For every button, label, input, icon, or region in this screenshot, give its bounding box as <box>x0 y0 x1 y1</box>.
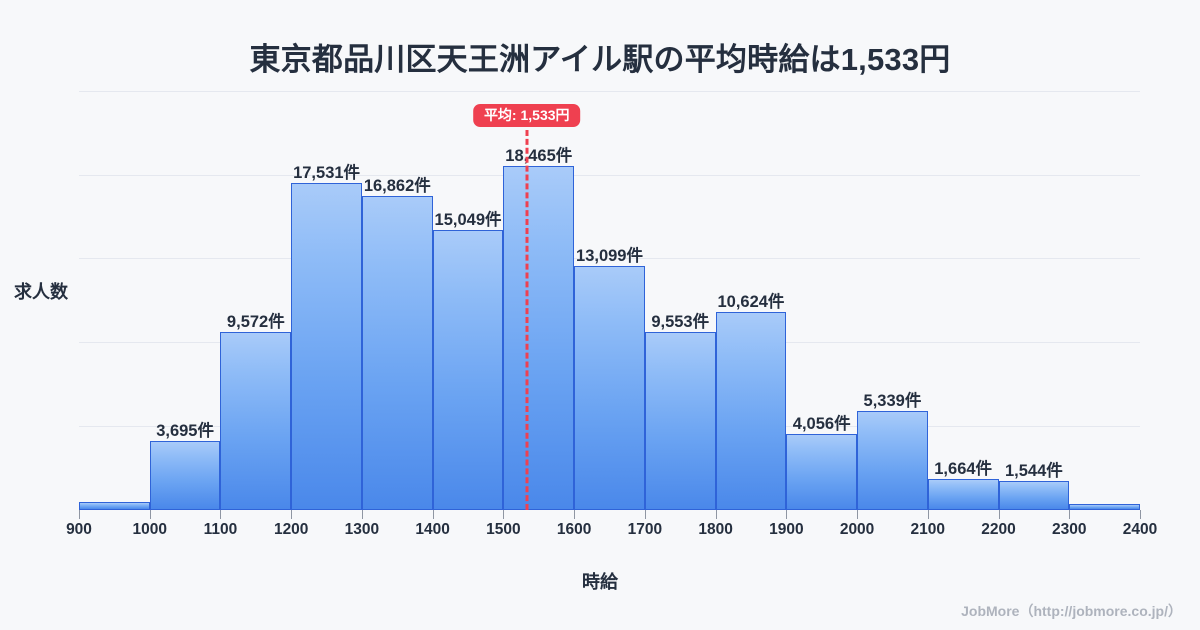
x-axis-tick-label: 1000 <box>132 521 167 538</box>
x-axis-tick-label: 1500 <box>486 521 521 538</box>
x-axis-tick-label: 1700 <box>627 521 663 538</box>
histogram-bar[interactable] <box>786 434 858 510</box>
histogram-bar[interactable] <box>361 195 433 510</box>
x-axis-tick <box>998 510 1000 519</box>
x-axis-tick <box>644 510 646 519</box>
bar-value-label: 4,056件 <box>792 415 851 434</box>
x-axis-tick-label: 2300 <box>1052 521 1087 538</box>
x-axis-tick <box>149 510 151 519</box>
bar-value-label: 15,049件 <box>434 210 502 229</box>
x-axis-title: 時給 <box>582 572 618 592</box>
gridline <box>79 258 1140 260</box>
bar-value-label: 9,572件 <box>226 312 285 331</box>
x-axis-tick <box>79 510 80 519</box>
histogram-bar[interactable] <box>998 481 1070 510</box>
plot-area: 3,695件 9,572件 17,531件 16,862件 15,049件 18,465件… <box>79 90 1140 510</box>
histogram-bar[interactable] <box>149 441 221 510</box>
x-axis-tick-label: 1600 <box>556 521 592 538</box>
x-axis-tick <box>220 510 222 519</box>
bar-value-label: 16,862件 <box>363 176 431 195</box>
x-axis-tick <box>927 510 929 519</box>
histogram-bar[interactable] <box>220 331 292 510</box>
x-axis-tick-label: 2200 <box>981 521 1016 538</box>
x-axis-tick-label: 1300 <box>344 521 380 538</box>
bar-value-label: 18,465件 <box>505 146 573 165</box>
histogram-bar[interactable] <box>574 265 645 510</box>
x-axis-tick <box>432 510 434 519</box>
x-axis-tick-label: 1800 <box>698 521 733 538</box>
bar-value-label: 10,624件 <box>717 293 785 311</box>
x-axis-tick-label: 1400 <box>415 521 450 538</box>
x-axis-tick-label: 1200 <box>273 521 309 538</box>
histogram-bar[interactable] <box>432 229 504 510</box>
x-axis-tick <box>1069 510 1071 519</box>
x-axis-tick-label: 1100 <box>203 521 238 538</box>
footer-attribution: JobMore（http://jobmore.co.jp/） <box>961 603 1182 619</box>
x-axis-tick <box>574 510 576 519</box>
histogram-bar[interactable] <box>644 331 716 510</box>
gridline <box>79 174 1140 176</box>
histogram-bar[interactable] <box>79 502 150 510</box>
bar-value-label: 17,531件 <box>293 164 361 183</box>
x-axis-tick-label: 900 <box>66 521 92 538</box>
bar-value-label: 5,339件 <box>863 391 922 410</box>
histogram-bar[interactable] <box>291 183 362 510</box>
y-axis-title: 求人数 <box>14 282 68 302</box>
x-axis-tick <box>503 510 505 519</box>
bar-value-label: 1,664件 <box>934 459 993 478</box>
x-axis-tick <box>786 510 788 519</box>
average-badge: 平均: 1,533円 <box>472 104 581 127</box>
x-axis-tick <box>361 510 363 519</box>
bar-value-label: 13,099件 <box>576 246 643 265</box>
x-axis-tick <box>715 510 717 519</box>
x-axis-tick <box>1140 510 1141 519</box>
x-axis-tick <box>291 510 293 519</box>
bar-value-label: 3,695件 <box>156 422 214 441</box>
x-axis-tick-label: 2100 <box>910 521 946 538</box>
x-axis-tick-label: 2000 <box>839 521 875 538</box>
gridline <box>79 90 1140 92</box>
x-axis-tick <box>857 510 859 519</box>
x-axis-tick-label: 2400 <box>1122 521 1158 538</box>
bar-value-label: 1,544件 <box>1004 462 1063 481</box>
histogram-bar[interactable] <box>1069 503 1140 510</box>
bar-value-label: 9,553件 <box>651 312 710 331</box>
chart-title: 東京都品川区天王洲アイル駅の平均時給は1,533円 <box>249 42 951 77</box>
average-line <box>525 130 529 510</box>
x-axis-tick-label: 1900 <box>769 521 804 538</box>
histogram-bar[interactable] <box>715 312 787 510</box>
histogram-bar[interactable] <box>503 165 575 510</box>
histogram-bar[interactable] <box>857 410 928 510</box>
histogram-bar[interactable] <box>927 479 999 510</box>
